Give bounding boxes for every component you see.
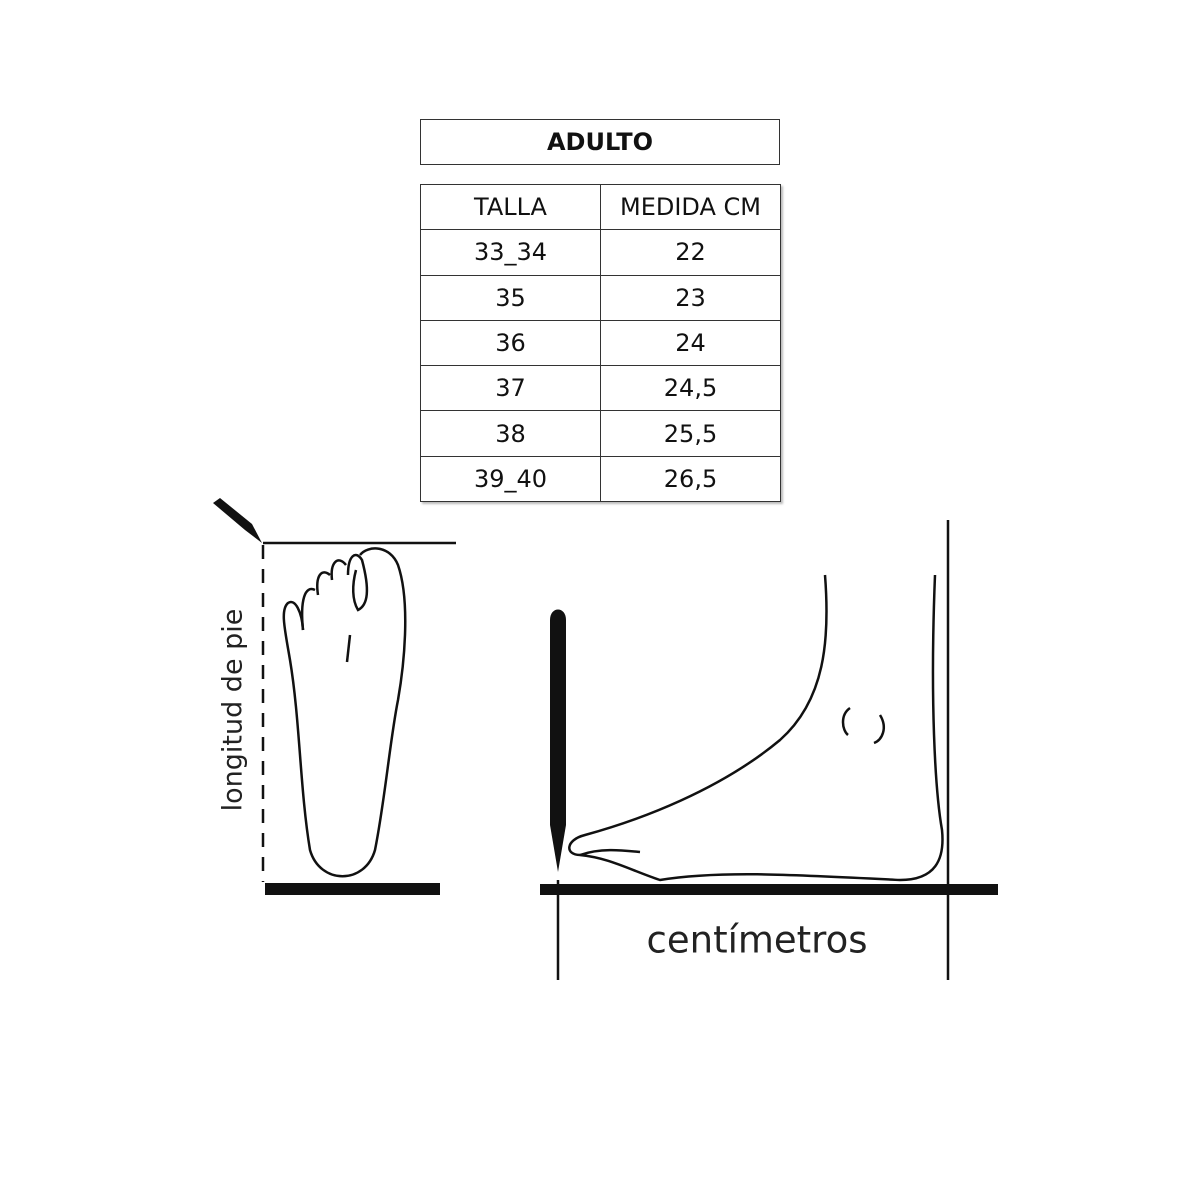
cell-talla: 39_40: [420, 455, 601, 503]
foot-sole-outline: [282, 547, 407, 878]
top-view-foot: [213, 498, 456, 895]
cell-medida: 23: [600, 274, 781, 321]
floor-bar-left: [265, 883, 440, 895]
table-title: ADULTO: [420, 119, 780, 165]
toe-outline: [300, 553, 369, 631]
cell-talla: 33_34: [420, 229, 601, 276]
table-row: 33_34 22: [420, 229, 781, 276]
cell-talla: 35: [420, 274, 601, 321]
table-row: 38 25,5: [420, 410, 781, 457]
cell-medida: 24: [600, 319, 781, 367]
cell-medida: 25,5: [600, 410, 781, 457]
table-row: 39_40 26,5: [420, 455, 781, 503]
centimeters-label: centímetros: [646, 918, 868, 962]
table-row: 35 23: [420, 274, 781, 321]
cell-talla: 37: [420, 365, 601, 412]
pencil-icon-left: [213, 498, 262, 543]
size-table: TALLA MEDIDA CM 33_34 22 35 23 36 24 37 24,5…: [420, 183, 781, 503]
foot-side-outline: [568, 574, 944, 882]
foot-length-label: longitud de pie: [217, 608, 249, 812]
table-row: 37 24,5: [420, 365, 781, 412]
side-view-foot: [540, 520, 998, 980]
cell-medida: 26,5: [600, 455, 781, 503]
floor-bar-right: [540, 884, 998, 895]
cell-medida: 22: [600, 229, 781, 276]
cell-talla: 38: [420, 410, 601, 457]
pencil-icon-right: [550, 609, 566, 872]
table-row: 36 24: [420, 319, 781, 367]
